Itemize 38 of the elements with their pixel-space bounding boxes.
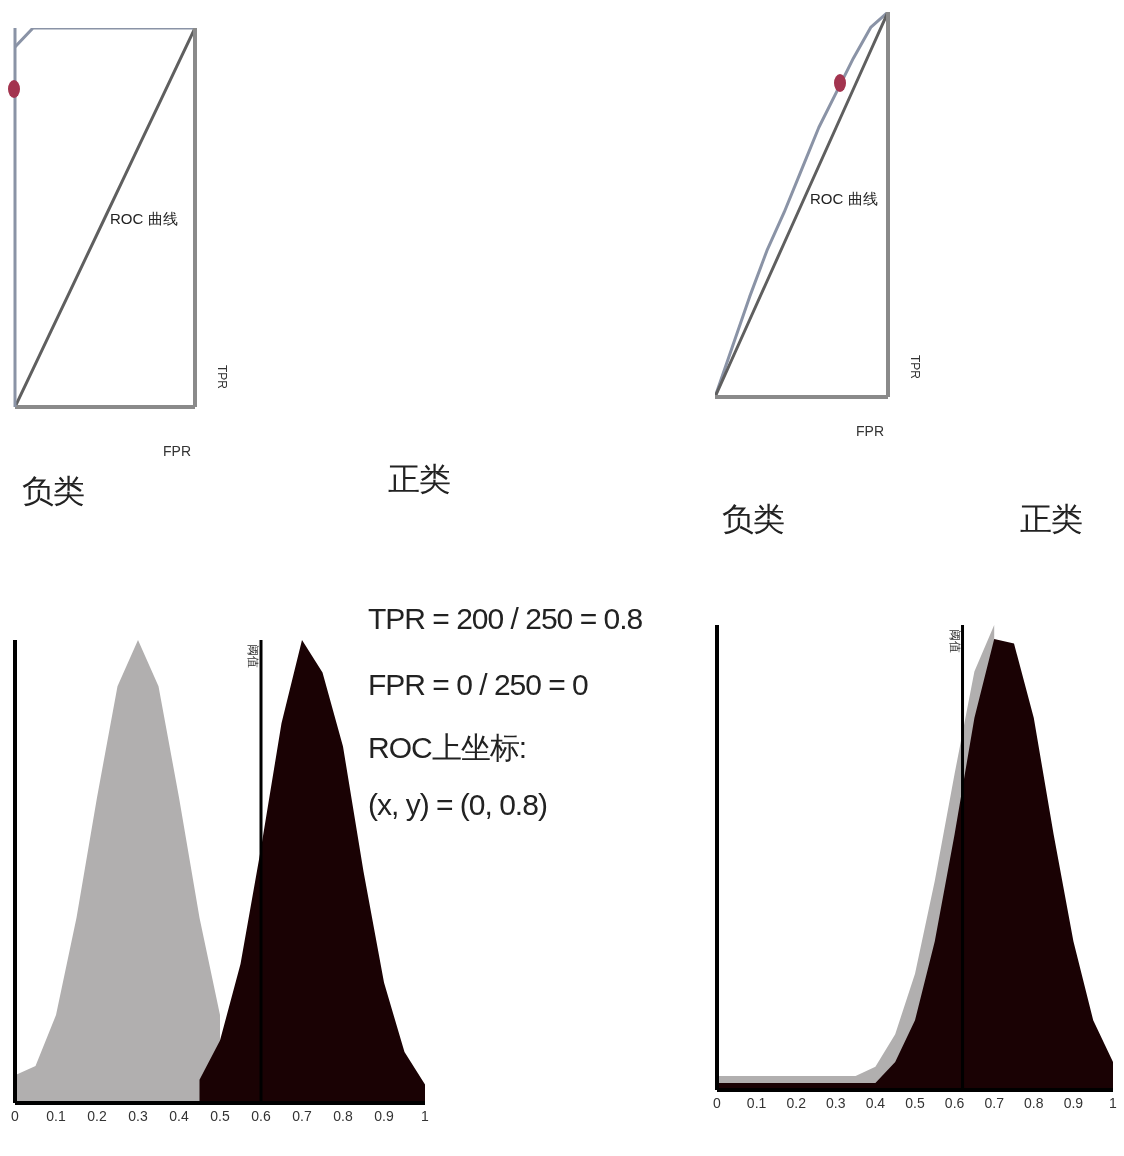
text: 正类: [1020, 500, 1082, 539]
y-axis-title: TPR: [214, 365, 229, 390]
text: 正类: [388, 460, 450, 499]
x-tick-label: 0.9: [374, 1107, 394, 1124]
x-tick-label: 0.7: [984, 1094, 1005, 1111]
x-tick-label: 0.4: [865, 1094, 886, 1111]
annotation: ROC 曲线: [110, 210, 178, 229]
text: 负类: [22, 472, 84, 511]
x-tick-label: 0.5: [905, 1094, 925, 1111]
x-tick-label: 0.3: [826, 1094, 846, 1111]
x-tick-label: 0.4: [169, 1107, 189, 1124]
annotation: ROC 曲线: [810, 190, 878, 209]
x-axis-title: FPR: [163, 443, 191, 459]
x-tick-label: 0.8: [333, 1107, 353, 1124]
x-tick-label: 0.3: [128, 1107, 148, 1124]
ref-line-label: 阈值: [947, 629, 962, 653]
text: 负类: [722, 500, 784, 539]
x-tick-label: 0.8: [1024, 1094, 1044, 1111]
x-tick-label: 0.6: [944, 1094, 965, 1111]
x-tick-label: 1: [1109, 1094, 1118, 1111]
annotation: (x, y) = (0, 0.8): [368, 788, 547, 822]
x-tick-label: 1: [421, 1107, 430, 1124]
x-tick-label: 0: [713, 1094, 722, 1111]
x-axis-title: FPR: [856, 423, 884, 439]
x-tick-label: 0.6: [251, 1107, 271, 1124]
annotation: ROC上坐标:: [368, 730, 526, 766]
x-tick-label: 0: [11, 1107, 20, 1124]
x-tick-label: 0.1: [746, 1094, 767, 1111]
y-axis-title: TPR: [907, 355, 922, 380]
annotation: FPR = 0 / 250 = 0: [368, 668, 588, 702]
x-tick-label: 0.1: [46, 1107, 66, 1124]
text: TPR = 200 / 250 = 0.8: [368, 602, 643, 636]
x-tick-label: 0.2: [786, 1094, 807, 1111]
x-tick-label: 0.5: [210, 1107, 230, 1124]
x-tick-label: 0.7: [292, 1107, 312, 1124]
x-tick-label: 0.9: [1063, 1094, 1084, 1111]
ref-line-label: 阈值: [246, 644, 260, 668]
x-tick-label: 0.2: [87, 1107, 107, 1124]
